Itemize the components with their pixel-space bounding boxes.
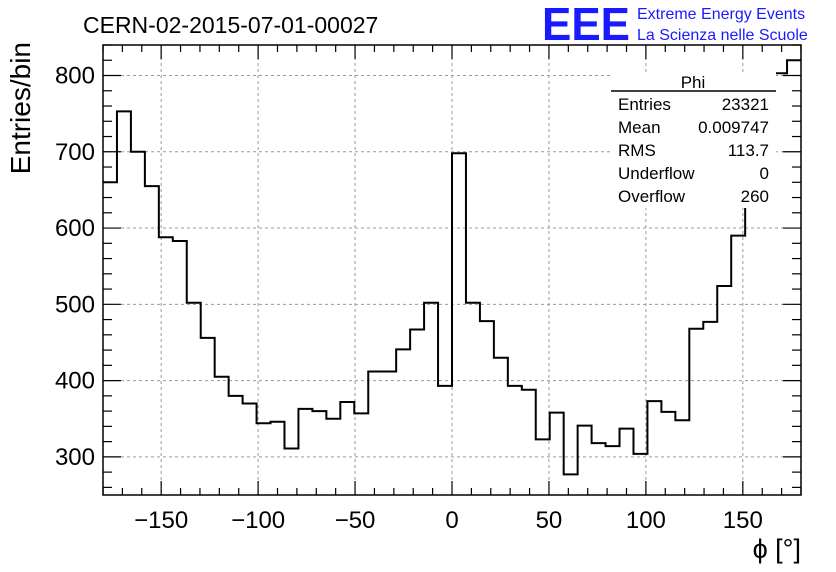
stats-box-rows: Entries 23321 Mean 0.009747 RMS 113.7 Underflo… [618, 95, 769, 206]
stats-row-label: RMS [618, 141, 656, 160]
y-tick-label: 400 [55, 368, 95, 395]
x-axis-label: ϕ [°] [753, 534, 801, 564]
y-tick-label: 300 [55, 444, 95, 471]
y-tick-label: 500 [55, 291, 95, 318]
chart-title: CERN-02-2015-07-01-00027 [83, 12, 378, 38]
logo-line-1: Extreme Energy Events [637, 6, 805, 23]
logo-line-2: La Scienza nelle Scuole [637, 27, 808, 44]
x-tick-label: −100 [231, 507, 285, 534]
stats-row-value: 260 [741, 187, 769, 206]
x-tick-label: 0 [445, 507, 458, 534]
stats-row-value: 113.7 [728, 141, 769, 160]
stats-row-value: 0 [760, 164, 769, 183]
stats-box-background [611, 72, 776, 208]
y-tick-label: 600 [55, 215, 95, 242]
x-tick-label: 50 [536, 507, 563, 534]
stats-box-title: Phi [681, 73, 706, 92]
stats-box: Phi Entries 23321 Mean 0.009747 RMS 113.7 Unde… [611, 72, 776, 208]
stats-row-label: Underflow [618, 164, 695, 183]
y-tick-label: 700 [55, 139, 95, 166]
stats-row-label: Mean [618, 118, 661, 137]
y-axis-label: Entries/bin [5, 42, 36, 174]
y-tick-label: 800 [55, 63, 95, 90]
x-tick-label: 100 [626, 507, 666, 534]
x-tick-label: −50 [335, 507, 376, 534]
stats-row-label: Entries [618, 95, 671, 114]
x-tick-label: −150 [134, 507, 188, 534]
stats-row-label: Overflow [618, 187, 686, 206]
axis-ticks [102, 44, 802, 495]
eee-logo-mark: EEE [542, 0, 630, 50]
y-tick-labels: 300 400 500 600 700 800 [55, 63, 95, 471]
x-tick-label: 150 [723, 507, 763, 534]
x-tick-labels: −150 −100 −50 0 50 100 150 [134, 507, 763, 534]
stats-row-value: 23321 [722, 95, 769, 114]
stats-row-value: 0.009747 [698, 118, 769, 137]
histogram-series-phi [103, 59, 801, 476]
